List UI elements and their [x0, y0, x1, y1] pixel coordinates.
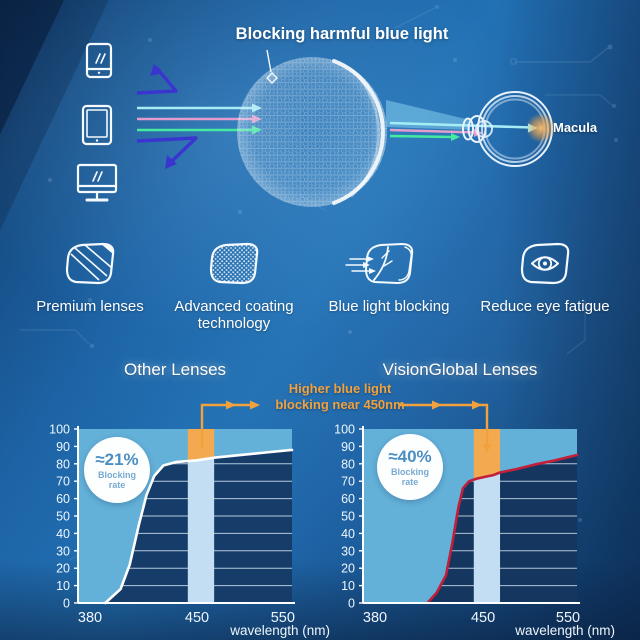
feature-label: Premium lenses	[36, 298, 144, 315]
macula-glow	[526, 113, 556, 143]
feature-advanced-coating: Advanced coating technology	[164, 240, 304, 332]
badge-label-line1: Blocking	[97, 470, 136, 480]
badge-label-line2: rate	[401, 477, 419, 487]
svg-text:550: 550	[556, 610, 580, 626]
feature-blue-light-blocking: Blue light blocking	[318, 240, 460, 315]
visionglobal-lenses-chart: ≈40% Blocking rate wavelength (nm) 0 10 20…	[325, 410, 615, 640]
svg-text:60: 60	[341, 492, 355, 506]
x-axis-label: wavelength (nm)	[515, 623, 615, 638]
blue-light-blocking-icon	[345, 243, 414, 284]
svg-text:30: 30	[56, 544, 70, 558]
eye-lens-icon	[520, 242, 570, 285]
reflected-blue-ray-top	[136, 64, 178, 95]
svg-text:0: 0	[63, 597, 70, 611]
svg-text:40: 40	[56, 527, 70, 541]
svg-text:450: 450	[471, 610, 495, 626]
page-title: Blocking harmful blue light	[235, 25, 449, 43]
svg-text:80: 80	[341, 457, 355, 471]
transmitted-beams	[386, 100, 538, 141]
chart-title-other-lenses: Other Lenses	[123, 360, 227, 379]
svg-text:70: 70	[341, 475, 355, 489]
svg-text:380: 380	[78, 610, 102, 626]
svg-text:30: 30	[341, 544, 355, 558]
svg-text:80: 80	[56, 457, 70, 471]
reflected-blue-ray-bottom	[136, 136, 198, 169]
annotation-line1: Higher blue light	[288, 381, 392, 396]
chart-title-visionglobal-lenses: VisionGlobal Lenses	[382, 360, 538, 379]
eye-diagram	[462, 91, 553, 167]
feature-label: Reduce eye fatigue	[480, 298, 610, 315]
svg-text:450: 450	[185, 610, 209, 626]
tablet-icon	[81, 104, 113, 146]
badge-value: ≈21%	[95, 450, 139, 469]
svg-text:50: 50	[341, 510, 355, 524]
svg-text:550: 550	[271, 610, 295, 626]
feature-reduce-eye-fatigue: Reduce eye fatigue	[468, 240, 622, 315]
smartphone-icon	[85, 42, 113, 79]
badge-label-line1: Blocking	[390, 467, 429, 477]
premium-lens-icon	[65, 242, 115, 285]
svg-text:380: 380	[363, 610, 387, 626]
annotation-higher-blocking: Higher blue light blocking near 450nm	[240, 381, 440, 412]
chart-plot: 0 10 20 30 40 50 60 70 80 90 100 380 450 550	[49, 423, 295, 626]
svg-text:10: 10	[56, 579, 70, 593]
other-lenses-chart: ≈21% Blocking rate wavelength (nm) 0 10 20…	[40, 410, 330, 640]
incoming-light-rays	[137, 103, 262, 135]
coating-lens-icon	[209, 242, 259, 285]
svg-text:20: 20	[56, 562, 70, 576]
svg-text:90: 90	[341, 440, 355, 454]
badge-value: ≈40%	[388, 447, 432, 466]
coated-lens	[237, 57, 387, 207]
svg-text:60: 60	[56, 492, 70, 506]
svg-text:70: 70	[56, 475, 70, 489]
svg-text:10: 10	[341, 579, 355, 593]
feature-premium-lenses: Premium lenses	[24, 240, 156, 315]
annotation-line2: blocking near 450nm	[275, 396, 405, 412]
blocking-rate-badge: ≈21% Blocking rate	[84, 437, 150, 503]
svg-text:0: 0	[348, 597, 355, 611]
macula-label: Macula	[553, 120, 598, 135]
lens-callout	[266, 49, 278, 84]
svg-text:90: 90	[56, 440, 70, 454]
x-axis-label: wavelength (nm)	[230, 623, 330, 638]
svg-text:50: 50	[56, 510, 70, 524]
blocking-rate-badge: ≈40% Blocking rate	[377, 434, 443, 500]
feature-label: Blue light blocking	[328, 298, 450, 315]
badge-label-line2: rate	[108, 480, 126, 490]
svg-text:100: 100	[334, 423, 355, 437]
chart-plot: 0 10 20 30 40 50 60 70 80 90 100 380 450 550	[334, 423, 580, 627]
svg-text:100: 100	[49, 423, 70, 437]
svg-text:40: 40	[341, 527, 355, 541]
feature-label: Advanced coating technology	[174, 298, 294, 332]
monitor-icon	[76, 163, 118, 202]
svg-text:20: 20	[341, 562, 355, 576]
